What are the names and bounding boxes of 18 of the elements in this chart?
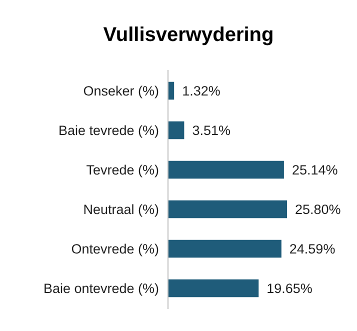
chart-title: Vullisverwydering <box>103 24 274 46</box>
bar <box>168 160 284 179</box>
data-label: 25.80% <box>295 202 341 217</box>
data-label: 25.14% <box>292 162 338 178</box>
y-tick-label: Baie ontevrede (%) <box>43 280 159 296</box>
y-tick-label: Tevrede (%) <box>86 162 159 178</box>
bar <box>168 240 282 258</box>
y-tick-label: Baie tevrede (%) <box>58 122 159 138</box>
bar <box>168 200 287 218</box>
y-tick-label: Ontevrede (%) <box>71 241 159 256</box>
data-label: 1.32% <box>182 83 220 98</box>
bar <box>168 121 184 140</box>
y-tick-label: Neutraal (%) <box>83 202 159 217</box>
data-label: 24.59% <box>289 241 336 256</box>
data-label: 3.51% <box>192 122 230 138</box>
data-label: 19.65% <box>266 280 312 296</box>
bar <box>168 279 259 298</box>
y-tick-label: Onseker (%) <box>83 83 159 98</box>
